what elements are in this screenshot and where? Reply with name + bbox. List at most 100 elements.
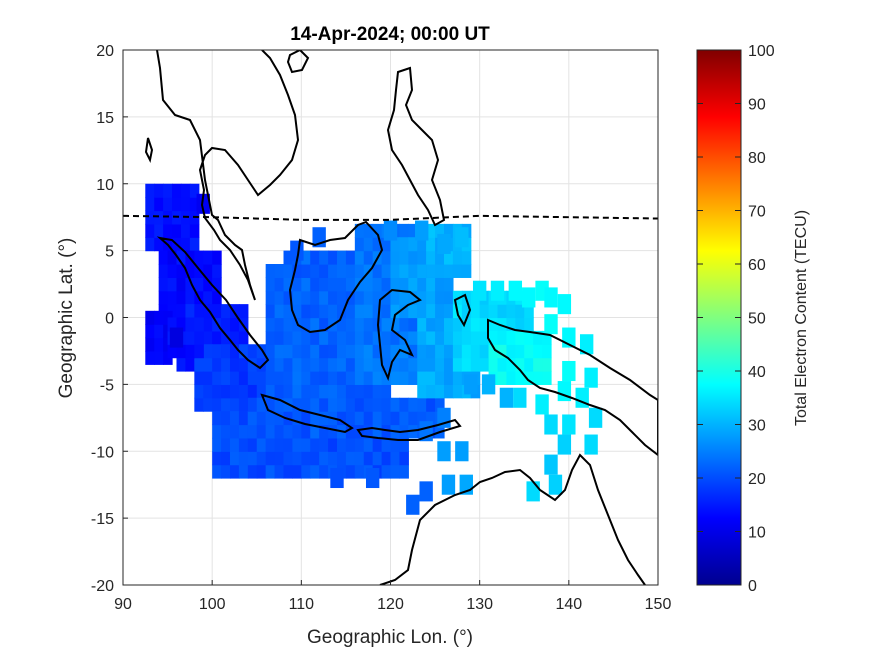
tec-pixel: [301, 397, 311, 412]
magnetic-equator-line: [123, 214, 658, 221]
tec-pixel: [345, 277, 356, 292]
tec-pixel: [488, 344, 499, 359]
tec-pixel: [390, 357, 401, 372]
tec-cell: [437, 441, 451, 462]
tec-pixel: [230, 451, 240, 466]
tec-pixel: [310, 290, 320, 305]
tec-pixel: [265, 451, 276, 466]
tec-cell: [472, 280, 487, 301]
tec-pixel: [488, 304, 499, 319]
tec-cell: [490, 280, 505, 301]
tec-pixel: [319, 424, 329, 439]
tec-pixel: [203, 317, 213, 332]
tec-pixel: [212, 411, 222, 426]
tec-pixel: [154, 350, 164, 365]
tec-cell: [584, 367, 598, 388]
tec-pixel: [345, 397, 356, 412]
tec-pixel: [381, 250, 392, 265]
tec-pixel: [283, 250, 294, 265]
tec-pixel: [238, 371, 249, 385]
tec-pixel: [337, 371, 347, 385]
tec-pixel: [426, 237, 436, 252]
tec-pixel: [172, 223, 182, 238]
tec-pixel: [265, 371, 276, 385]
tec-pixel: [354, 371, 365, 385]
coastline-borneo: [288, 220, 384, 334]
tec-pixel: [185, 277, 195, 292]
tec-pixel: [319, 330, 329, 345]
tec-cell: [513, 387, 527, 408]
tec-pixel: [408, 411, 418, 426]
tec-pixel: [452, 250, 463, 265]
tec-pixel: [345, 437, 356, 452]
tec-pixel: [172, 183, 182, 198]
tec-pixel: [372, 290, 383, 305]
tec-pixel: [274, 277, 285, 292]
tec-pixel: [452, 264, 463, 278]
tec-pixel: [319, 250, 329, 265]
tec-pixel: [301, 464, 311, 479]
tec-pixel: [381, 451, 392, 466]
tec-pixel: [310, 397, 320, 412]
tec-pixel: [372, 411, 383, 426]
tec-pixel: [524, 344, 534, 359]
tec-pixel: [497, 371, 508, 385]
y-tick-label: 5: [105, 244, 114, 261]
tec-pixel: [417, 344, 427, 359]
tec-pixel: [176, 290, 187, 305]
tec-pixel: [194, 250, 204, 265]
tec-pixel: [479, 330, 490, 345]
tec-pixel: [337, 451, 347, 466]
tec-pixel: [345, 384, 356, 399]
chart-title: 14-Apr-2024; 00:00 UT: [290, 24, 490, 45]
tec-pixel: [189, 197, 200, 212]
tec-pixel: [452, 371, 463, 385]
tec-pixel: [354, 397, 365, 412]
tec-pixel: [381, 290, 392, 305]
tec-pixel: [533, 344, 543, 359]
tec-pixel: [417, 237, 427, 252]
tec-pixel: [497, 317, 508, 332]
tec-pixel: [283, 357, 294, 372]
tec-pixel: [145, 350, 155, 365]
tec-pixel: [399, 237, 409, 252]
tec-pixel: [399, 264, 409, 278]
tec-pixel: [372, 424, 383, 439]
tec-pixel: [221, 344, 231, 359]
tec-pixel: [328, 357, 338, 372]
tec-pixel: [256, 464, 267, 479]
tec-pixel: [390, 277, 401, 292]
tec-pixel: [452, 357, 463, 372]
tec-pixel: [354, 250, 365, 265]
tec-pixel: [180, 183, 191, 198]
tec-pixel: [274, 357, 285, 372]
tec-cell: [557, 434, 572, 455]
tec-pixel: [292, 411, 302, 426]
tec-pixel: [435, 277, 445, 292]
tec-pixel: [247, 357, 258, 372]
tec-pixel: [238, 344, 249, 359]
tec-pixel: [310, 437, 320, 452]
tec-pixel: [292, 264, 302, 278]
tec-pixel: [230, 344, 240, 359]
tec-pixel: [145, 223, 155, 238]
tec-pixel: [426, 371, 436, 385]
x-axis: 90 100 110 120 130 140 150: [114, 580, 671, 613]
tec-pixel: [408, 290, 418, 305]
tec-pixel: [265, 304, 276, 319]
tec-pixel: [176, 250, 187, 265]
tec-pixel: [452, 317, 463, 332]
tec-pixel: [274, 437, 285, 452]
tec-pixel: [310, 357, 320, 372]
tec-pixel: [479, 304, 490, 319]
tec-pixel: [515, 344, 525, 359]
tec-pixel: [444, 371, 454, 385]
tec-pixel: [194, 344, 204, 359]
tec-pixel: [515, 304, 525, 319]
tec-pixel: [167, 317, 178, 332]
tec-pixel: [408, 264, 418, 278]
tec-pixel: [212, 290, 222, 305]
tec-pixel: [524, 317, 534, 332]
